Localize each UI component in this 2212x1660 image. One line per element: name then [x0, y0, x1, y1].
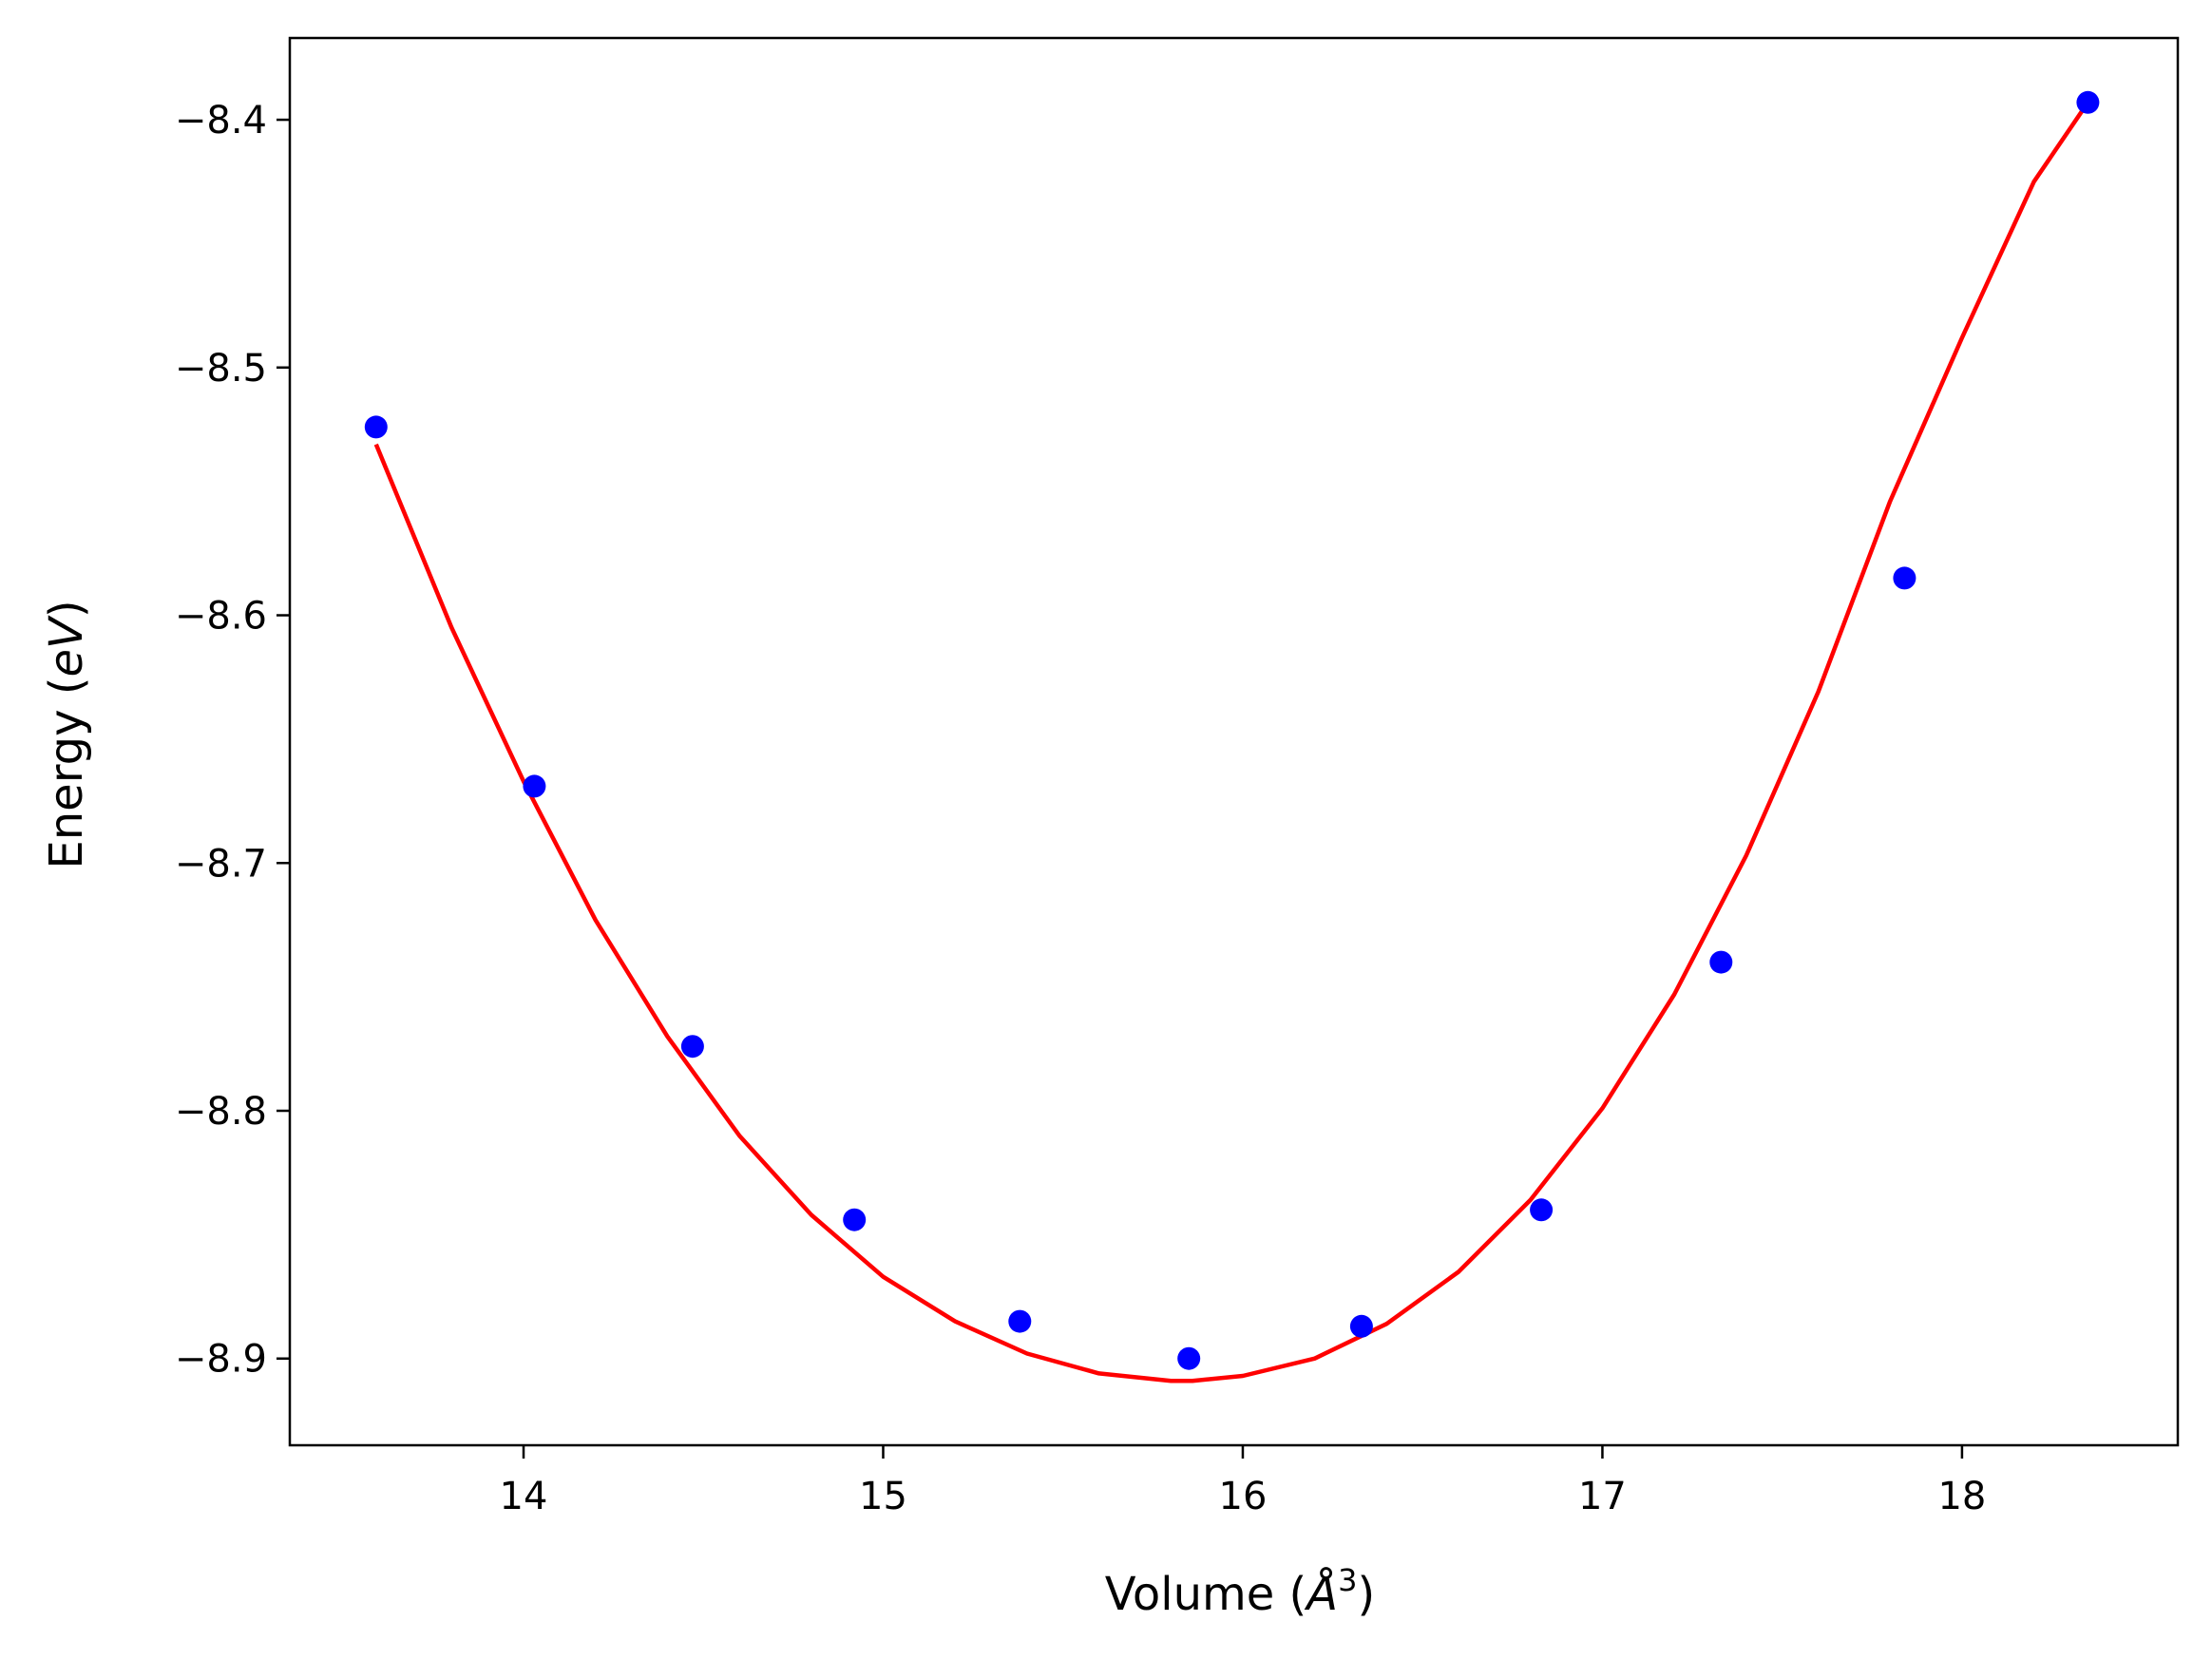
data-point	[364, 415, 388, 439]
x-axis-label-main: Volume (	[1105, 1568, 1307, 1621]
data-point	[1530, 1198, 1554, 1222]
data-point	[2076, 90, 2100, 114]
data-point	[1349, 1314, 1373, 1338]
x-tick-label: 17	[1578, 1475, 1627, 1518]
y-tick-label: −8.7	[175, 842, 267, 886]
x-tick-label: 15	[859, 1475, 907, 1518]
ticks-layer: 14 15 16 17 18 −8.4 −8.5 −8.6 −8.7 −8.8 −8.9	[175, 99, 1987, 1518]
plot-layer	[364, 90, 2100, 1383]
data-point	[680, 1035, 704, 1059]
data-point	[1709, 950, 1733, 974]
y-axis-label: Energy (eV)	[40, 600, 93, 868]
data-point	[1893, 566, 1916, 590]
fit-curve	[373, 101, 2090, 1383]
y-tick-label: −8.4	[175, 99, 267, 143]
y-axis-label-main: Energy (	[40, 677, 93, 869]
y-tick-label: −8.5	[175, 347, 267, 391]
x-axis-label: Volume (Å3)	[1105, 1562, 1375, 1621]
data-point	[1008, 1309, 1032, 1333]
plot-frame	[288, 36, 2180, 1447]
y-tick-label: −8.9	[175, 1338, 267, 1382]
y-axis-label-unit: eV	[40, 615, 93, 677]
x-tick-label: 18	[1937, 1475, 1986, 1518]
data-point	[1177, 1346, 1201, 1370]
x-tick-label: 14	[500, 1475, 548, 1518]
y-tick-label: −8.8	[175, 1090, 267, 1134]
x-axis-label-close: )	[1357, 1568, 1375, 1621]
data-point	[843, 1208, 867, 1231]
x-tick-label: 16	[1219, 1475, 1268, 1518]
y-axis-label-close: )	[40, 600, 93, 618]
y-tick-label: −8.6	[175, 595, 267, 639]
x-axis-label-unit: Å	[1304, 1567, 1338, 1621]
data-point	[523, 774, 546, 798]
x-axis-label-exp: 3	[1338, 1562, 1357, 1598]
